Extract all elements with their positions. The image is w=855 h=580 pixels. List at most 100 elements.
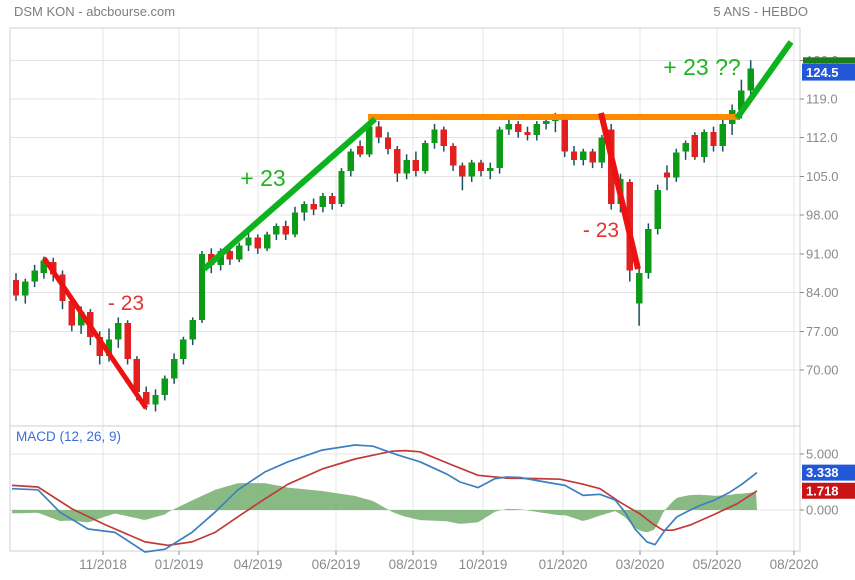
macd-indicator-label: MACD (12, 26, 9) [16,429,121,444]
candle-up [161,375,168,401]
candle-body [329,195,336,205]
candle-body [384,137,392,149]
candle-body [440,129,447,147]
candle-up [505,118,513,135]
candles-layer [12,60,754,412]
candle-body [505,123,513,130]
candle-up [170,353,178,384]
candle-down [282,220,289,241]
x-tick-label: 01/2020 [539,557,588,572]
candle-up [338,168,345,207]
candle-down [477,159,485,177]
candle-up [654,184,661,235]
candle-down [515,121,522,138]
candle-body [273,226,280,235]
trendlines-layer: - 23 + 23 - 23 + 23 ?? [41,40,794,410]
candle-up [431,123,438,149]
candle-body [198,253,206,321]
candle-up [673,148,680,182]
candle-body [719,123,726,147]
price-tick-label: 77.00 [806,324,839,339]
candle-body [477,162,485,171]
candle-up [236,242,243,263]
price-tick-label: 112.0 [806,130,838,145]
candle-body [561,119,568,152]
candle-body [366,126,373,155]
candle-body [487,168,494,171]
candle-body [180,339,187,359]
high-marker [803,57,855,64]
candle-body [589,151,596,163]
x-tick-label: 01/2019 [155,557,204,572]
macd-panel-border [9,425,801,552]
candle-body [347,151,354,171]
candle-down [124,320,131,365]
candle-body [412,159,420,171]
price-tick-label: 119.0 [806,92,838,107]
x-tick-label: 03/2020 [616,557,665,572]
bull-trendline-2019 [202,116,377,272]
candle-body [552,119,559,122]
annotation-text: - 23 [583,219,619,242]
annotation-text: + 23 ?? [663,54,740,80]
signal-value: 1.718 [806,483,839,498]
candle-body [12,279,20,296]
candle-body [747,68,754,91]
candle-up [347,148,354,177]
candle-up [701,129,708,163]
candle-body [105,339,113,357]
candle-up [487,162,494,180]
candle-body [291,212,299,235]
grid-layer [9,27,801,552]
candle-body [310,204,317,210]
candle-body [301,204,308,213]
x-tick-label: 08/2019 [389,557,438,572]
candle-up [291,206,299,238]
x-tick-label: 10/2019 [459,557,508,572]
candle-body [394,148,401,174]
macd-tick-label: 5.000 [806,447,839,462]
candle-body [645,228,652,274]
x-tick-label: 04/2019 [234,557,283,572]
macd-panel [11,444,758,553]
candle-down [310,198,317,216]
candle-down [412,151,420,177]
candle-up [263,231,271,252]
candle-body [542,121,550,124]
candle-down [589,148,596,169]
axes-layer: 126.0119.0112.0105.098.0091.0084.0077.00… [79,53,855,572]
candle-body [263,234,271,249]
candle-body [682,143,689,152]
macd-line [11,444,758,553]
candle-down [329,193,336,210]
candle-body [319,195,327,207]
candle-down [524,126,531,141]
candle-body [282,226,289,235]
candle-body [22,281,29,296]
bear-trendline-2020 [598,112,641,270]
x-tick-label: 05/2020 [693,557,742,572]
signal-value-badge [802,482,855,499]
candle-down [12,273,20,301]
candle-down [459,162,466,191]
bull-trendline-2020 [734,40,794,120]
candle-up [245,231,252,252]
candle-up [747,60,754,97]
candle-body [738,90,745,111]
candle-body [189,320,196,340]
candle-up [533,121,540,141]
price-tick-label: 98.00 [806,208,839,223]
candle-body [431,129,438,144]
candle-body [533,123,540,135]
candle-body [31,270,38,282]
candle-body [468,162,475,177]
main-panel-border [9,27,801,427]
candle-body [524,132,531,135]
candle-down [375,121,382,144]
macd-histogram [12,483,757,533]
candle-body [654,190,661,229]
candle-body [245,237,252,246]
candle-down [691,132,699,160]
